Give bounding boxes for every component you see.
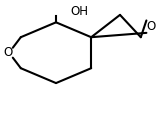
Text: OH: OH	[70, 5, 88, 18]
Text: O: O	[147, 20, 156, 33]
Text: O: O	[3, 46, 13, 59]
